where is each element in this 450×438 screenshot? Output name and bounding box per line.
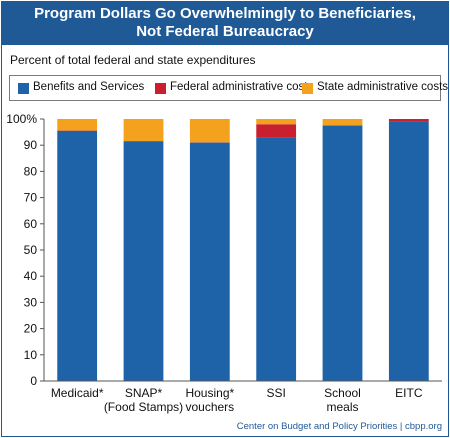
category-label: EITC bbox=[395, 386, 423, 400]
y-tick-label: 20 bbox=[24, 322, 38, 336]
bar-segment-federal bbox=[256, 124, 297, 138]
y-tick-label: 10 bbox=[24, 348, 38, 362]
bar-segment-benefits bbox=[57, 130, 98, 381]
source-credit: Center on Budget and Policy Priorities |… bbox=[236, 421, 442, 432]
chart-title-line2: Not Federal Bureaucracy bbox=[136, 23, 314, 40]
category-label: School bbox=[324, 386, 361, 400]
bar-segment-state bbox=[189, 119, 230, 143]
y-tick-label: 90 bbox=[24, 138, 38, 152]
y-tick-label: 50 bbox=[24, 243, 38, 257]
bar-segment-benefits bbox=[123, 141, 164, 381]
legend-label-federal: Federal administrative costs bbox=[170, 81, 314, 93]
y-tick-label: 60 bbox=[24, 217, 38, 231]
category-label: Housing* bbox=[185, 386, 234, 400]
category-label: Medicaid* bbox=[51, 386, 104, 400]
legend-label-benefits: Benefits and Services bbox=[33, 81, 145, 93]
bar-segment-benefits bbox=[388, 121, 429, 382]
bar-chart: 0 10 20 30 40 50 60 70 80 90 100% Medicaid* SNAP*(Fo… bbox=[6, 112, 442, 414]
chart-title-line1: Program Dollars Go Overwhelmingly to Ben… bbox=[34, 5, 416, 22]
category-label: SNAP* bbox=[125, 386, 163, 400]
bar-segment-state bbox=[256, 119, 297, 125]
legend-swatch-federal bbox=[155, 83, 166, 94]
chart-subtitle: Percent of total federal and state expen… bbox=[10, 53, 256, 67]
bar-segment-benefits bbox=[189, 142, 230, 381]
y-tick-label: 70 bbox=[24, 191, 38, 205]
bar-segment-state bbox=[322, 119, 363, 126]
category-label: (Food Stamps) bbox=[104, 400, 183, 414]
bar-segment-state bbox=[123, 119, 164, 142]
legend-swatch-state bbox=[302, 83, 313, 94]
bar-segment-benefits bbox=[256, 137, 297, 381]
legend-swatch-benefits bbox=[18, 83, 29, 94]
category-label: SSI bbox=[266, 386, 285, 400]
category-label: meals bbox=[326, 400, 358, 414]
bar-segment-federal bbox=[388, 119, 429, 122]
bar-segment-benefits bbox=[322, 125, 363, 381]
bar-segment-state bbox=[57, 119, 98, 131]
y-tick-label: 30 bbox=[24, 295, 38, 309]
legend: Benefits and Services Federal administra… bbox=[9, 75, 448, 101]
y-tick-label: 100% bbox=[6, 112, 37, 126]
category-label: vouchers bbox=[185, 400, 234, 414]
y-tick-label: 40 bbox=[24, 269, 38, 283]
title-bar: Program Dollars Go Overwhelmingly to Ben… bbox=[2, 2, 448, 45]
legend-label-state: State administrative costs bbox=[317, 81, 449, 93]
y-tick-label: 80 bbox=[24, 164, 38, 178]
y-tick-label: 0 bbox=[30, 374, 37, 388]
